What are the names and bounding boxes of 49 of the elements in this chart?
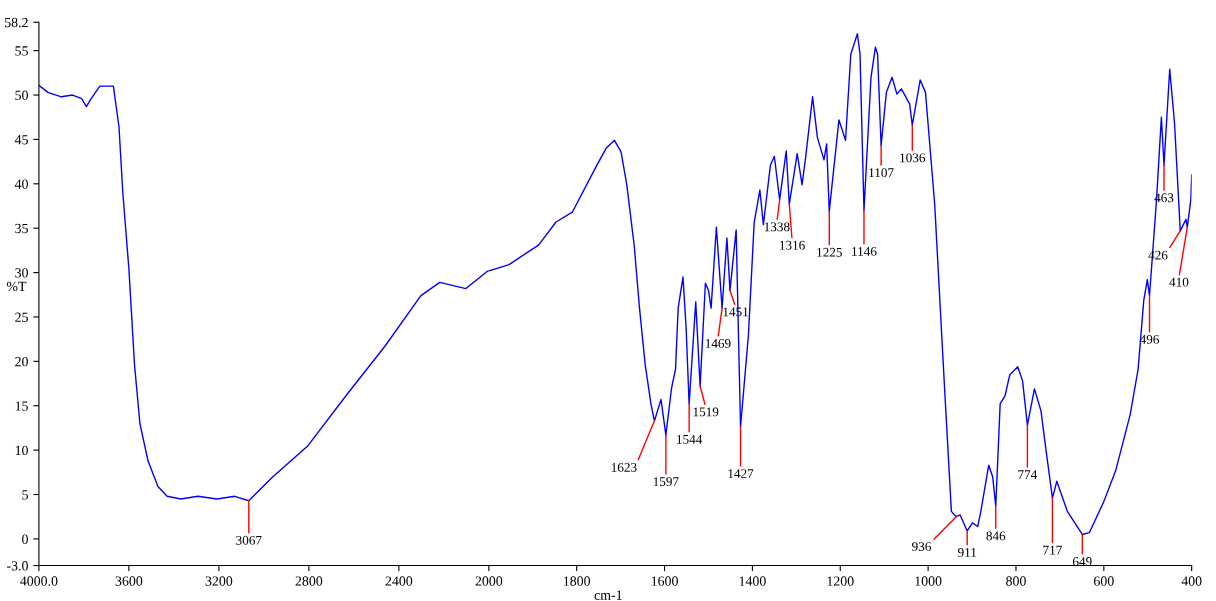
annotation: 1338 — [764, 222, 790, 232]
annotation: 846 — [986, 531, 1006, 541]
y-tick-label: 55 — [15, 46, 28, 56]
annotation: 1225 — [817, 247, 842, 257]
y-tick-label: 30 — [15, 268, 28, 278]
y-tick-label: 15 — [15, 401, 28, 411]
annotation: 1146 — [852, 246, 877, 256]
y-tick-label: 10 — [15, 445, 28, 456]
annotation: 1316 — [780, 240, 805, 250]
y-tick-label: -3.0 — [7, 561, 28, 571]
annotation: 1519 — [693, 407, 719, 417]
annotation: 1427 — [728, 469, 754, 478]
annotation: 1036 — [900, 153, 926, 163]
annotation: 3067 — [236, 535, 262, 545]
y-tick-label: 0 — [22, 534, 28, 544]
x-tick-label: 3600 — [115, 576, 143, 586]
x-tick-label: 2800 — [295, 576, 323, 586]
annotation: 410 — [1169, 277, 1189, 287]
annotation: 936 — [912, 542, 932, 551]
y-tick-label: 58.2 — [5, 17, 28, 28]
y-tick-label: 25 — [15, 312, 28, 322]
x-tick-label: 1600 — [651, 576, 678, 586]
annotation: 1107 — [869, 168, 894, 178]
x-tick-label: 1800 — [564, 576, 591, 586]
annotation: 911 — [957, 548, 977, 557]
y-tick-label: 5 — [22, 490, 28, 500]
y-tick-label: 20 — [15, 356, 28, 367]
y-tick-label: 35 — [15, 223, 28, 234]
annotation: 774 — [1018, 470, 1038, 479]
x-tick-label: 2400 — [385, 576, 413, 586]
annotation: 1597 — [653, 477, 679, 486]
x-tick-label: 2000 — [475, 576, 503, 586]
x-axis-title: cm-1 — [594, 590, 622, 600]
y-tick-label: 50 — [15, 90, 28, 100]
y-tick-label: 40 — [14, 179, 28, 189]
y-axis-title: %T — [6, 281, 27, 292]
annotation: 1544 — [677, 434, 703, 444]
annotation: 1623 — [611, 462, 637, 472]
x-tick-label: 3200 — [205, 576, 233, 586]
x-tick-label: 4000.0 — [20, 576, 58, 586]
y-tick-label: 45 — [14, 135, 28, 145]
x-tick-label: 800 — [1006, 576, 1026, 586]
x-tick-label: 1400 — [739, 576, 766, 586]
x-tick-label: 1000 — [915, 576, 942, 586]
annotation: 717 — [1043, 545, 1062, 555]
x-tick-label: 1200 — [827, 576, 854, 586]
annotation: 1469 — [705, 339, 731, 348]
x-tick-label: 600 — [1094, 576, 1114, 586]
x-tick-label: 400 — [1181, 576, 1202, 586]
